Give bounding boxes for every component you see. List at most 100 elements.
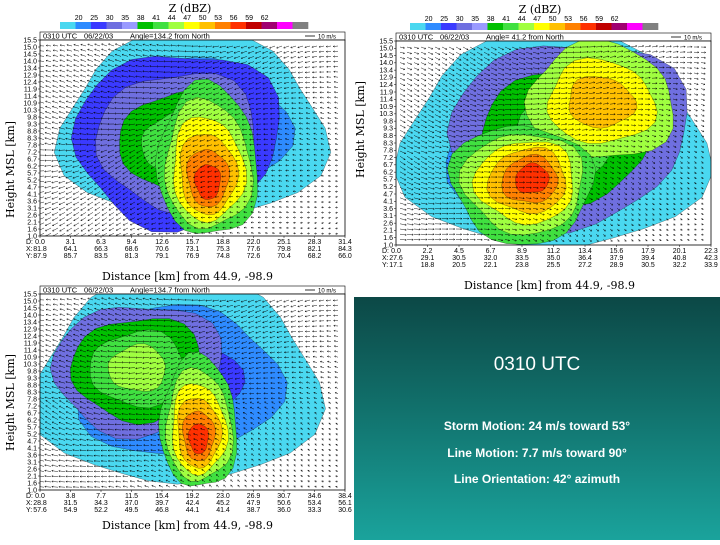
plot-header-time: 0310 UTC: [399, 33, 434, 42]
y-tick-label: 11.4: [24, 93, 37, 100]
x-tick-label: 79.8: [277, 246, 291, 253]
wind-vector-head: [38, 197, 40, 199]
y-tick-label: 2.1: [27, 219, 37, 226]
x-tick-label: 85.7: [64, 253, 78, 260]
y-tick-label: 5.7: [27, 170, 37, 177]
x-tick-label: 12.6: [155, 239, 169, 246]
wind-vector-head: [38, 181, 39, 183]
wind-vector-head: [38, 219, 40, 221]
x-tick-label: 18.8: [216, 239, 230, 246]
y-tick-label: 8.3: [27, 135, 37, 142]
y-tick-label: 10.3: [23, 107, 37, 114]
x-tick-label: 66.0: [338, 253, 352, 260]
y-tick-label: 10.9: [23, 100, 37, 107]
y-tick-label: 11.9: [24, 86, 37, 93]
y-tick-label: 2.6: [27, 212, 37, 219]
y-tick-label: 1.6: [27, 226, 37, 233]
plot-header-date: 06/22/03: [84, 32, 113, 41]
y-axis-label-1: Height MSL [km]: [4, 121, 17, 218]
colorbar-tick-label: 41: [502, 16, 510, 23]
y-tick-label: 14.0: [23, 58, 37, 65]
colorbar-tick-label: 47: [533, 16, 541, 23]
x-tick-label: 68.2: [308, 253, 322, 260]
colorbar-tick-label: 20: [425, 16, 433, 23]
colorbar-tick-label: 20: [75, 15, 83, 22]
x-tick-label: 64.1: [64, 246, 78, 253]
x-tick-label: 25.1: [277, 239, 291, 246]
x-tick-label: 3.1: [66, 239, 76, 246]
plot-header-angle: Angle=134.2 from North: [130, 32, 210, 41]
y-tick-label: 12.9: [23, 72, 37, 79]
colorbar-tick-label: 62: [261, 15, 269, 22]
y-tick-label: 15.0: [23, 44, 37, 51]
x-tick-label: 72.6: [247, 253, 261, 260]
wind-vector-head: [38, 187, 40, 189]
y-tick-label: 9.8: [27, 114, 37, 121]
x-tick-label: 74.8: [216, 253, 230, 260]
colorbar-tick-label: 38: [137, 15, 145, 22]
plot-header-time: 0310 UTC: [43, 32, 78, 41]
x-tick-label: 31.4: [338, 239, 352, 246]
y-tick-label: 15.5: [23, 37, 37, 44]
x-tick-label: 70.6: [155, 246, 169, 253]
wind-vector-head: [38, 170, 39, 172]
colorbar-tick-label: 53: [564, 16, 572, 23]
wind-vector-head: [38, 160, 39, 162]
y-tick-label: 4.1: [27, 191, 37, 198]
colorbar-tick-label: 50: [549, 16, 557, 23]
colorbar-tick-label: 35: [471, 16, 479, 23]
colorbar-tick-label: 44: [518, 16, 526, 23]
y-tick-label: 13.4: [23, 65, 37, 72]
y-tick-label: 14.5: [23, 51, 37, 58]
x-tick-label: 28.3: [308, 239, 322, 246]
cross-section-panel-1: 0310 UTC 06/22/03 Angle=134.2 from North 10…: [0, 28, 352, 294]
x-tick-label: 68.6: [125, 246, 139, 253]
colorbar-tick-label: 50: [199, 15, 207, 22]
colorbar-tick-label: 62: [611, 16, 619, 23]
colorbar-tick-label: 41: [152, 15, 160, 22]
colorbar-tick-label: 35: [121, 15, 129, 22]
y-tick-label: 8.8: [27, 128, 37, 135]
x-tick-label: 75.3: [216, 246, 230, 253]
wind-vector-head: [38, 149, 39, 151]
y-tick-label: 3.6: [27, 198, 37, 205]
wind-vector-head: [38, 203, 40, 205]
plot-header-date: 06/22/03: [440, 33, 469, 42]
wind-vector-head: [38, 224, 40, 226]
wind-vector-head: [38, 132, 40, 134]
cross-section-plot-1: 0310 UTC 06/22/03 Angle=134.2 from North 10…: [0, 28, 352, 294]
wind-vector-head: [38, 154, 39, 156]
y-tick-label: 3.1: [27, 205, 37, 212]
vector-scale-label: 10 m/s: [684, 36, 702, 42]
x-tick-label: 81.3: [125, 253, 139, 260]
y-tick-label: 6.7: [27, 156, 37, 163]
x-tick-label: 66.3: [94, 246, 108, 253]
x-tick-row-label: Y:: [26, 253, 32, 260]
colorbar-tick-label: 30: [106, 15, 114, 22]
colorbar-tick-label: 53: [214, 15, 222, 22]
y-tick-label: 12.4: [23, 79, 37, 86]
x-tick-row-label: D:: [26, 239, 33, 246]
colorbar-tick-label: 38: [487, 16, 495, 23]
colorbar-tick-label: 47: [183, 15, 191, 22]
x-tick-label: 0.0: [35, 239, 45, 246]
y-tick-label: 6.2: [27, 163, 37, 170]
x-tick-label: 70.4: [277, 253, 291, 260]
x-tick-label: 22.0: [247, 239, 261, 246]
y-tick-label: 5.2: [27, 177, 37, 184]
colorbar-tick-label: 25: [440, 16, 448, 23]
wind-vector-head: [38, 127, 40, 128]
x-tick-label: 76.9: [186, 253, 200, 260]
x-tick-label: 79.1: [155, 253, 169, 260]
vector-scale-label: 10 m/s: [318, 35, 336, 41]
x-tick-label: 73.1: [186, 246, 200, 253]
colorbar-tick-label: 59: [595, 16, 603, 23]
y-tick-label: 9.3: [27, 121, 37, 128]
x-tick-label: 84.3: [338, 246, 352, 253]
colorbar-tick-label: 56: [230, 15, 238, 22]
wind-vector-head: [38, 176, 39, 178]
x-tick-label: 87.9: [33, 253, 47, 260]
colorbar-tick-label: 56: [580, 16, 588, 23]
